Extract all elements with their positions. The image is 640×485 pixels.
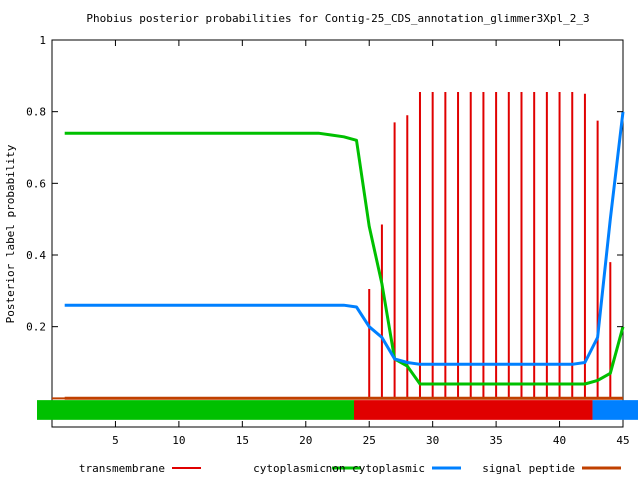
topology-bar-non-cytoplasmic — [592, 400, 638, 420]
legend-label: cytoplasmic — [253, 462, 326, 475]
x-tick-label: 5 — [112, 434, 119, 447]
x-tick-label: 10 — [172, 434, 185, 447]
x-tick-label: 25 — [363, 434, 376, 447]
series-lines — [64, 111, 625, 400]
chart-frame — [51, 39, 624, 428]
y-tick-label: 0.8 — [26, 106, 46, 119]
topology-bar-transmembrane — [353, 400, 593, 420]
y-tick-label: 0.4 — [26, 249, 46, 262]
topology-bar-cytoplasmic — [37, 400, 354, 420]
transmembrane-impulses — [368, 91, 612, 399]
x-tick-label: 20 — [299, 434, 312, 447]
y-tick-label: 0.2 — [26, 321, 46, 334]
x-tick-label: 35 — [489, 434, 502, 447]
y-axis-label: Posterior label probability — [4, 144, 17, 323]
x-tick-label: 30 — [426, 434, 439, 447]
y-tick-label: 1 — [39, 34, 46, 47]
y-tick-label: 0.6 — [26, 177, 46, 190]
plot-frame — [51, 39, 624, 428]
legend-label: transmembrane — [79, 462, 165, 475]
topology-bars — [37, 397, 638, 420]
axis-ticks: 0.20.40.60.815 10 15 20 25 30 35 40 45 — [26, 34, 630, 447]
x-tick-label: 45 — [616, 434, 629, 447]
chart-title: Phobius posterior probabilities for Cont… — [86, 12, 589, 25]
x-tick-label: 15 — [236, 434, 249, 447]
legend-label: signal peptide — [482, 462, 575, 475]
x-tick-label: 40 — [553, 434, 566, 447]
legend-label: non cytoplasmic — [326, 462, 425, 475]
series-line-non-cytoplasmic — [64, 111, 625, 366]
series-line-cytoplasmic — [64, 131, 625, 386]
legend: transmembrane cytoplasmic non cytoplasmic s… — [79, 462, 621, 475]
